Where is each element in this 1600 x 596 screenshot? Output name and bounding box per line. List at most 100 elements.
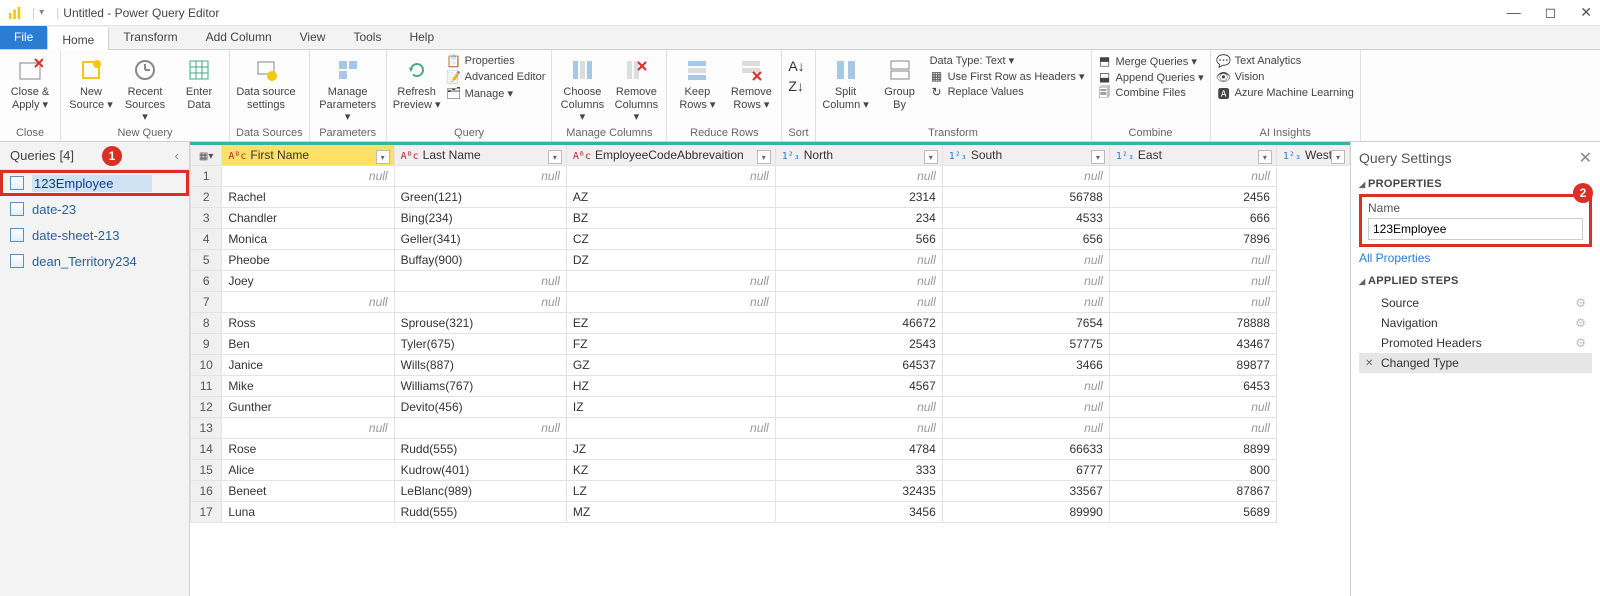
cell[interactable]: 566: [775, 229, 942, 250]
cell[interactable]: null: [775, 292, 942, 313]
cell[interactable]: FZ: [566, 334, 775, 355]
cell[interactable]: MZ: [566, 502, 775, 523]
row-number[interactable]: 17: [191, 502, 222, 523]
cell[interactable]: Buffay(900): [394, 250, 566, 271]
table-row[interactable]: 9BenTyler(675)FZ25435777543467: [191, 334, 1350, 355]
row-number[interactable]: 13: [191, 418, 222, 439]
cell[interactable]: null: [394, 292, 566, 313]
table-row[interactable]: 14RoseRudd(555)JZ4784666338899: [191, 439, 1350, 460]
cell[interactable]: Geller(341): [394, 229, 566, 250]
cell[interactable]: 3456: [775, 502, 942, 523]
cell[interactable]: Beneet: [222, 481, 394, 502]
collapse-queries-icon[interactable]: ‹: [175, 148, 179, 163]
applied-step[interactable]: Source⚙: [1359, 293, 1592, 313]
tab-transform[interactable]: Transform: [109, 26, 191, 49]
gear-icon[interactable]: ⚙: [1575, 316, 1586, 330]
gear-icon[interactable]: ⚙: [1575, 296, 1586, 310]
row-number[interactable]: 8: [191, 313, 222, 334]
tab-tools[interactable]: Tools: [339, 26, 395, 49]
cell[interactable]: BZ: [566, 208, 775, 229]
cell[interactable]: null: [775, 418, 942, 439]
combine-files-button[interactable]: 🗐Combine Files: [1098, 86, 1204, 100]
cell[interactable]: null: [942, 250, 1109, 271]
table-row[interactable]: 17LunaRudd(555)MZ3456899905689: [191, 502, 1350, 523]
cell[interactable]: DZ: [566, 250, 775, 271]
choose-columns-button[interactable]: Choose Columns ▾: [558, 52, 606, 124]
cell[interactable]: null: [222, 166, 394, 187]
cell[interactable]: KZ: [566, 460, 775, 481]
cell[interactable]: LZ: [566, 481, 775, 502]
all-properties-link[interactable]: All Properties: [1359, 251, 1592, 265]
cell[interactable]: null: [1109, 166, 1276, 187]
column-header[interactable]: AᴮcLast Name▾: [394, 144, 566, 166]
row-number[interactable]: 14: [191, 439, 222, 460]
cell[interactable]: Joey: [222, 271, 394, 292]
cell[interactable]: Williams(767): [394, 376, 566, 397]
cell[interactable]: Ben: [222, 334, 394, 355]
cell[interactable]: Wills(887): [394, 355, 566, 376]
cell[interactable]: 234: [775, 208, 942, 229]
table-row[interactable]: 13nullnullnullnullnullnull: [191, 418, 1350, 439]
cell[interactable]: Chandler: [222, 208, 394, 229]
cell[interactable]: 656: [942, 229, 1109, 250]
table-row[interactable]: 2RachelGreen(121)AZ2314567882456: [191, 187, 1350, 208]
cell[interactable]: Rudd(555): [394, 439, 566, 460]
cell[interactable]: 5689: [1109, 502, 1276, 523]
manage-parameters-button[interactable]: Manage Parameters ▾: [316, 52, 380, 124]
cell[interactable]: IZ: [566, 397, 775, 418]
cell[interactable]: null: [1109, 292, 1276, 313]
table-row[interactable]: 6Joeynullnullnullnullnull: [191, 271, 1350, 292]
cell[interactable]: 33567: [942, 481, 1109, 502]
query-item[interactable]: date-23: [0, 196, 189, 222]
gear-icon[interactable]: ⚙: [1575, 336, 1586, 350]
cell[interactable]: EZ: [566, 313, 775, 334]
cell[interactable]: null: [394, 166, 566, 187]
row-number[interactable]: 2: [191, 187, 222, 208]
group-by-button[interactable]: Group By: [876, 52, 924, 111]
advanced-editor-button[interactable]: 📝Advanced Editor: [447, 70, 546, 84]
row-number[interactable]: 15: [191, 460, 222, 481]
cell[interactable]: 6453: [1109, 376, 1276, 397]
table-row[interactable]: 3ChandlerBing(234)BZ2344533666: [191, 208, 1350, 229]
query-name-input[interactable]: [1368, 218, 1583, 240]
data-source-settings-button[interactable]: Data source settings: [236, 52, 296, 111]
row-number[interactable]: 3: [191, 208, 222, 229]
enter-data-button[interactable]: Enter Data: [175, 52, 223, 111]
column-header[interactable]: 1²₃East▾: [1109, 144, 1276, 166]
data-type-button[interactable]: Data Type: Text ▾: [930, 54, 1085, 67]
keep-rows-button[interactable]: Keep Rows ▾: [673, 52, 721, 111]
table-row[interactable]: 16BeneetLeBlanc(989)LZ324353356787867: [191, 481, 1350, 502]
cell[interactable]: GZ: [566, 355, 775, 376]
cell[interactable]: Sprouse(321): [394, 313, 566, 334]
cell[interactable]: 57775: [942, 334, 1109, 355]
cell[interactable]: 32435: [775, 481, 942, 502]
sort-asc-button[interactable]: A↓: [788, 58, 804, 74]
cell[interactable]: 87867: [1109, 481, 1276, 502]
filter-dropdown-icon[interactable]: ▾: [1331, 150, 1345, 164]
cell[interactable]: 8899: [1109, 439, 1276, 460]
cell[interactable]: Ross: [222, 313, 394, 334]
cell[interactable]: null: [566, 292, 775, 313]
query-item[interactable]: date-sheet-213: [0, 222, 189, 248]
sort-desc-button[interactable]: Z↓: [788, 78, 804, 94]
table-row[interactable]: 7nullnullnullnullnullnull: [191, 292, 1350, 313]
column-header[interactable]: AᴮcFirst Name▾: [222, 144, 394, 166]
data-grid[interactable]: ▦▾AᴮcFirst Name▾AᴮcLast Name▾AᴮcEmployee…: [190, 142, 1350, 596]
cell[interactable]: Rachel: [222, 187, 394, 208]
table-row[interactable]: 12GuntherDevito(456)IZnullnullnull: [191, 397, 1350, 418]
azure-ml-button[interactable]: 🅰Azure Machine Learning: [1217, 86, 1354, 100]
remove-rows-button[interactable]: Remove Rows ▾: [727, 52, 775, 111]
filter-dropdown-icon[interactable]: ▾: [376, 150, 390, 164]
cell[interactable]: Devito(456): [394, 397, 566, 418]
cell[interactable]: null: [942, 418, 1109, 439]
filter-dropdown-icon[interactable]: ▾: [757, 150, 771, 164]
tab-file[interactable]: File: [0, 26, 47, 49]
cell[interactable]: null: [775, 250, 942, 271]
cell[interactable]: Gunther: [222, 397, 394, 418]
cell[interactable]: 43467: [1109, 334, 1276, 355]
cell[interactable]: null: [566, 271, 775, 292]
cell[interactable]: Rose: [222, 439, 394, 460]
cell[interactable]: 56788: [942, 187, 1109, 208]
cell[interactable]: null: [942, 271, 1109, 292]
cell[interactable]: 78888: [1109, 313, 1276, 334]
